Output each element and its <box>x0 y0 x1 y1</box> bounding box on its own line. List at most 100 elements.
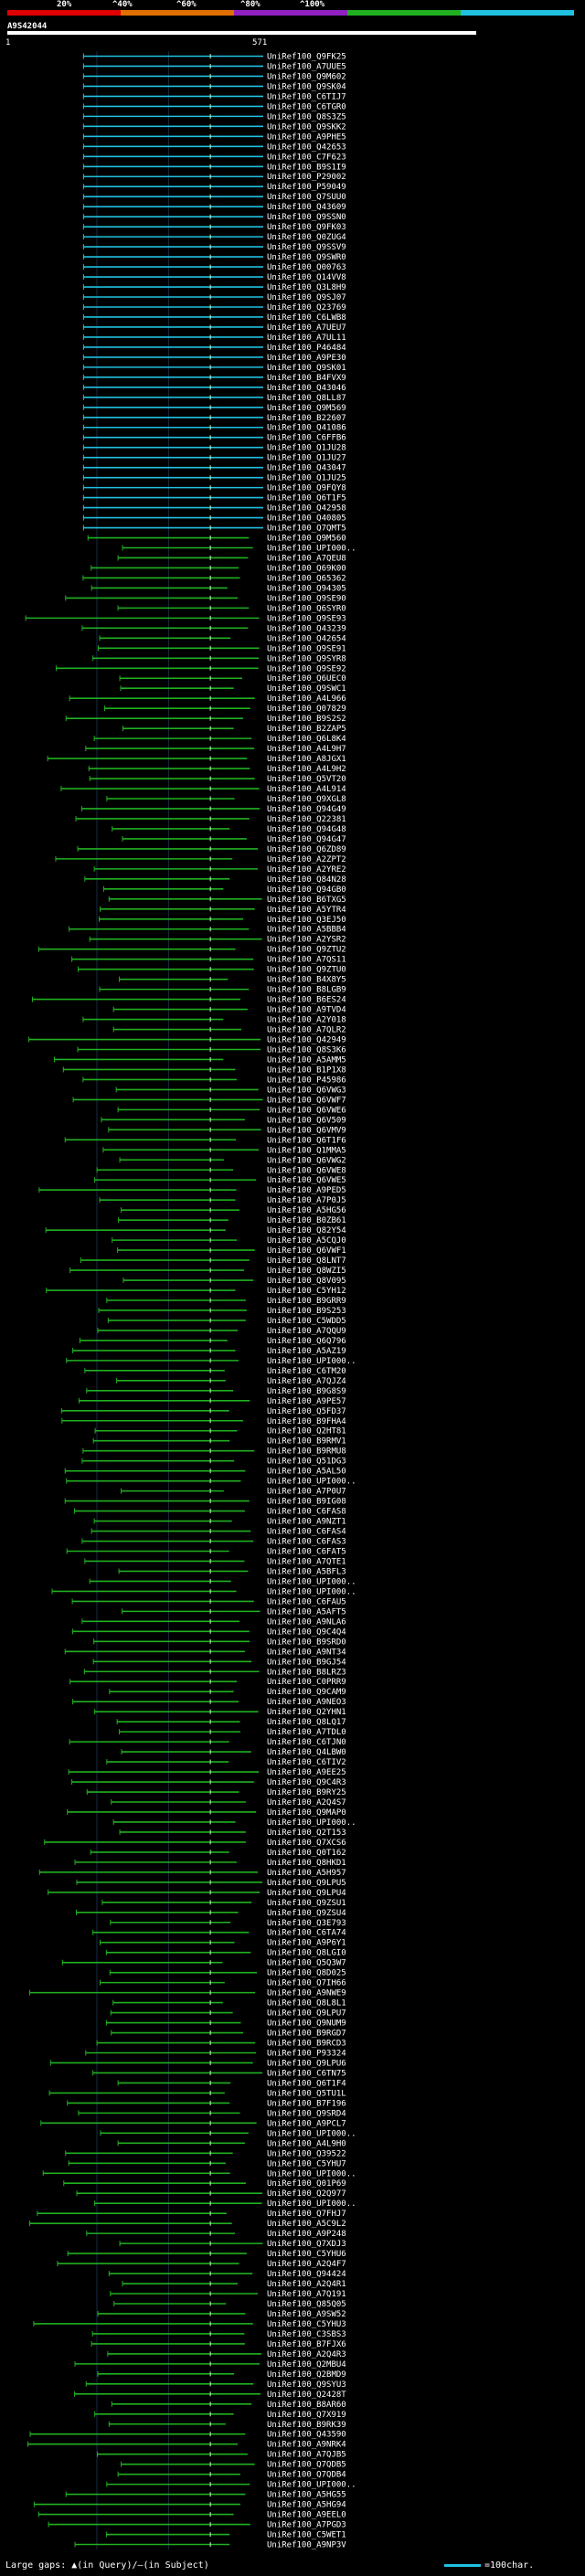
hit-label[interactable]: UniRef100_Q9SSN0 <box>267 213 346 222</box>
hit-label[interactable]: UniRef100_C6TJN0 <box>267 1738 346 1747</box>
hit-label[interactable]: UniRef100_A9EE25 <box>267 1768 346 1777</box>
hit-label[interactable]: UniRef100_A7QQU9 <box>267 1327 346 1336</box>
hit-label[interactable]: UniRef100_Q9ZTU0 <box>267 966 346 975</box>
hit-label[interactable]: UniRef100_Q82Y54 <box>267 1226 346 1235</box>
hit-label[interactable]: UniRef100_B9IG08 <box>267 1498 346 1507</box>
hit-label[interactable]: UniRef100_Q9SK04 <box>267 82 346 91</box>
hit-label[interactable]: UniRef100_A5BFL3 <box>267 1567 346 1576</box>
hit-label[interactable]: UniRef100_Q7XDJ3 <box>267 2240 346 2249</box>
hit-label[interactable]: UniRef100_Q6T1F6 <box>267 1136 346 1145</box>
hit-label[interactable]: UniRef100_Q6ZD89 <box>267 845 346 854</box>
hit-label[interactable]: UniRef100_Q7SUU0 <box>267 193 346 202</box>
hit-label[interactable]: UniRef100_A2Q4R1 <box>267 2280 346 2289</box>
hit-label[interactable]: UniRef100_A5AMM5 <box>267 1055 346 1065</box>
hit-label[interactable]: UniRef100_B9RK39 <box>267 2421 346 2430</box>
hit-label[interactable]: UniRef100_C6TGR0 <box>267 102 346 111</box>
hit-label[interactable]: UniRef100_A5HG55 <box>267 2491 346 2500</box>
hit-label[interactable]: UniRef100_Q9FK25 <box>267 52 346 61</box>
hit-label[interactable]: UniRef100_Q6VMV9 <box>267 1126 346 1135</box>
hit-label[interactable]: UniRef100_Q65362 <box>267 574 346 583</box>
hit-label[interactable]: UniRef100_Q6VWF1 <box>267 1246 346 1256</box>
hit-label[interactable]: UniRef100_Q9LPU5 <box>267 1879 346 1888</box>
hit-label[interactable]: UniRef100_A5CQJ0 <box>267 1236 346 1246</box>
hit-label[interactable]: UniRef100_UPI000.. <box>267 1818 356 1828</box>
hit-label[interactable]: UniRef100_Q42654 <box>267 634 346 643</box>
hit-label[interactable]: UniRef100_Q9SE90 <box>267 594 346 603</box>
hit-label[interactable]: UniRef100_A9PE30 <box>267 354 346 363</box>
hit-label[interactable]: UniRef100_B9G8S9 <box>267 1387 346 1396</box>
hit-label[interactable]: UniRef100_A4L9H0 <box>267 2139 346 2148</box>
hit-label[interactable]: UniRef100_A7Q191 <box>267 2290 346 2299</box>
hit-label[interactable]: UniRef100_A5H957 <box>267 1869 346 1878</box>
hit-label[interactable]: UniRef100_A2Q4S7 <box>267 1798 346 1807</box>
hit-label[interactable]: UniRef100_P29002 <box>267 173 346 182</box>
hit-label[interactable]: UniRef100_Q9SYU3 <box>267 2380 346 2390</box>
hit-label[interactable]: UniRef100_Q5VT20 <box>267 775 346 784</box>
hit-label[interactable]: UniRef100_Q94424 <box>267 2270 346 2279</box>
hit-label[interactable]: UniRef100_Q6SYR0 <box>267 604 346 613</box>
hit-label[interactable]: UniRef100_B22607 <box>267 414 346 423</box>
hit-label[interactable]: UniRef100_A4L966 <box>267 694 346 704</box>
hit-label[interactable]: UniRef100_C6TM20 <box>267 1367 346 1376</box>
hit-label[interactable]: UniRef100_Q94G49 <box>267 805 346 814</box>
hit-label[interactable]: UniRef100_P93324 <box>267 2049 346 2058</box>
hit-label[interactable]: UniRef100_Q43046 <box>267 384 346 393</box>
hit-label[interactable]: UniRef100_P59049 <box>267 183 346 192</box>
hit-label[interactable]: UniRef100_Q40805 <box>267 514 346 524</box>
hit-label[interactable]: UniRef100_A5C9L2 <box>267 2220 346 2229</box>
hit-label[interactable]: UniRef100_Q0ZUG4 <box>267 233 346 242</box>
hit-label[interactable]: UniRef100_B0ZB61 <box>267 1216 346 1225</box>
hit-label[interactable]: UniRef100_Q8LGI0 <box>267 1949 346 1958</box>
hit-label[interactable]: UniRef100_Q1JU28 <box>267 444 346 453</box>
hit-label[interactable]: UniRef100_A5HG94 <box>267 2501 346 2510</box>
hit-label[interactable]: UniRef100_C6FAT5 <box>267 1547 346 1556</box>
hit-label[interactable]: UniRef100_C6LWB8 <box>267 313 346 323</box>
hit-label[interactable]: UniRef100_Q9CAM9 <box>267 1688 346 1697</box>
hit-label[interactable]: UniRef100_A7QS11 <box>267 956 346 965</box>
hit-label[interactable]: UniRef100_C6TIV2 <box>267 1758 346 1767</box>
hit-label[interactable]: UniRef100_C5YH12 <box>267 1287 346 1296</box>
hit-label[interactable]: UniRef100_A5AZ19 <box>267 1347 346 1356</box>
hit-label[interactable]: UniRef100_Q3L8H9 <box>267 283 346 292</box>
hit-label[interactable]: UniRef100_A4L9H7 <box>267 745 346 754</box>
hit-label[interactable]: UniRef100_A9NZT1 <box>267 1518 346 1527</box>
hit-label[interactable]: UniRef100_A7QJZ4 <box>267 1377 346 1386</box>
hit-label[interactable]: UniRef100_Q9LPU4 <box>267 1889 346 1898</box>
hit-label[interactable]: UniRef100_Q3EJ50 <box>267 916 346 925</box>
hit-label[interactable]: UniRef100_Q43609 <box>267 203 346 212</box>
hit-label[interactable]: UniRef100_B9RCD3 <box>267 2040 346 2049</box>
hit-label[interactable]: UniRef100_UPI000.. <box>267 1357 356 1366</box>
hit-label[interactable]: UniRef100_Q6L8K4 <box>267 735 346 744</box>
hit-label[interactable]: UniRef100_Q8LQ17 <box>267 1718 346 1727</box>
hit-label[interactable]: UniRef100_Q8S3K6 <box>267 1046 346 1055</box>
hit-label[interactable]: UniRef100_UPI000.. <box>267 1587 356 1596</box>
hit-label[interactable]: UniRef100_A7UEU7 <box>267 323 346 333</box>
hit-label[interactable]: UniRef100_Q0T162 <box>267 1849 346 1858</box>
hit-label[interactable]: UniRef100_B6TXG5 <box>267 896 346 905</box>
hit-label[interactable]: UniRef100_Q94GB0 <box>267 885 346 895</box>
hit-label[interactable]: UniRef100_A7UUE5 <box>267 62 346 71</box>
hit-label[interactable]: UniRef100_A7UL11 <box>267 334 346 343</box>
hit-label[interactable]: UniRef100_Q6VWE6 <box>267 1106 346 1115</box>
hit-label[interactable]: UniRef100_Q3E793 <box>267 1919 346 1928</box>
hit-label[interactable]: UniRef100_UPI000.. <box>267 545 356 554</box>
hit-label[interactable]: UniRef100_A7QJB5 <box>267 2451 346 2460</box>
hit-label[interactable]: UniRef100_C6FAS4 <box>267 1528 346 1537</box>
hit-label[interactable]: UniRef100_Q9M569 <box>267 404 346 413</box>
hit-label[interactable]: UniRef100_Q9SE92 <box>267 664 346 673</box>
hit-label[interactable]: UniRef100_Q6VWF7 <box>267 1096 346 1105</box>
hit-label[interactable]: UniRef100_Q1JU27 <box>267 454 346 463</box>
hit-label[interactable]: UniRef100_Q07829 <box>267 705 346 714</box>
hit-label[interactable]: UniRef100_Q6Q796 <box>267 1337 346 1346</box>
hit-label[interactable]: UniRef100_B7FJX6 <box>267 2340 346 2349</box>
hit-label[interactable]: UniRef100_B7F196 <box>267 2099 346 2108</box>
hit-label[interactable]: UniRef100_A2Q4F7 <box>267 2260 346 2269</box>
hit-label[interactable]: UniRef100_C6FAS8 <box>267 1508 346 1517</box>
hit-label[interactable]: UniRef100_A7QEU8 <box>267 554 346 563</box>
hit-label[interactable]: UniRef100_Q9FQY8 <box>267 484 346 493</box>
hit-label[interactable]: UniRef100_C5WDD5 <box>267 1317 346 1326</box>
hit-label[interactable]: UniRef100_Q7X919 <box>267 2411 346 2420</box>
hit-label[interactable]: UniRef100_Q22381 <box>267 815 346 824</box>
hit-label[interactable]: UniRef100_Q9LPU7 <box>267 2009 346 2019</box>
hit-label[interactable]: UniRef100_Q6VWE5 <box>267 1176 346 1185</box>
